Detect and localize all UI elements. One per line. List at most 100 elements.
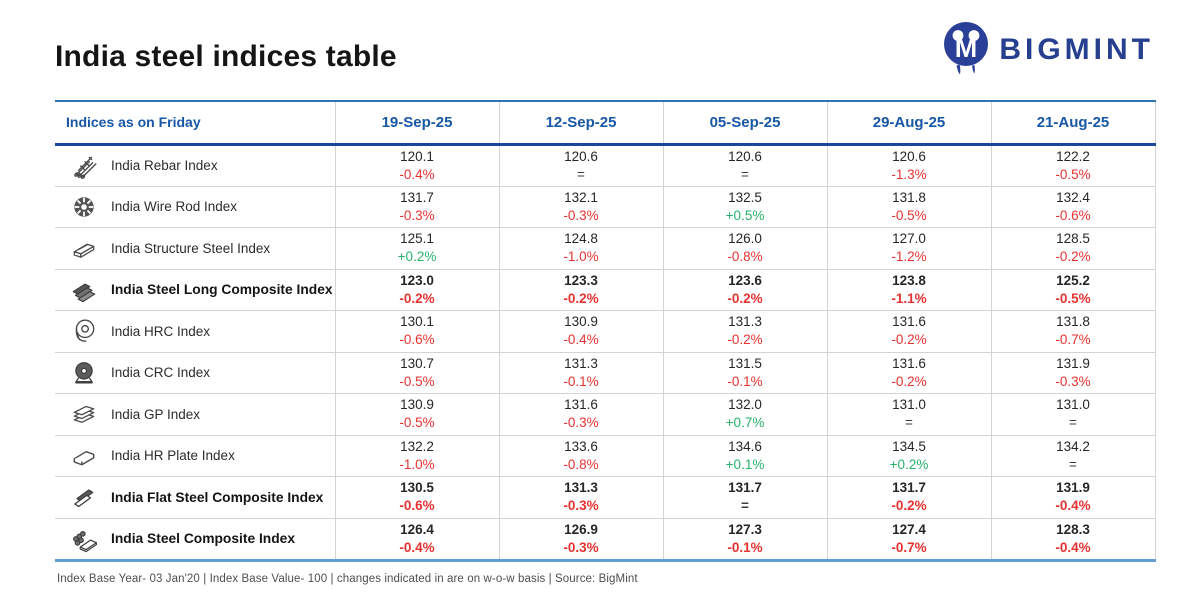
wow-change: -0.5%: [891, 207, 927, 223]
index-label-cell: India Flat Steel Composite Index: [55, 476, 335, 518]
index-value: 131.8: [892, 189, 926, 205]
index-label-cell: India Wire Rod Index: [55, 185, 335, 228]
index-name: India HRC Index: [111, 323, 211, 339]
wow-change: +0.5%: [725, 207, 765, 223]
data-cell: 131.7 =: [662, 476, 827, 518]
table-row: India GP Index 130.9 -0.5% 131.6 -0.3% 132.0 +…: [55, 393, 1156, 435]
index-label-cell: India HRC Index: [55, 310, 335, 352]
data-cell: 130.5 -0.6%: [334, 476, 499, 518]
data-cell: 131.9 -0.4%: [990, 476, 1156, 518]
wow-change: -0.1%: [727, 373, 763, 389]
wow-change: -0.1%: [563, 373, 599, 389]
svg-text:M: M: [955, 33, 978, 63]
data-cell: 134.5 +0.2%: [826, 434, 991, 477]
crc-coil-icon: [70, 359, 98, 387]
index-value: 132.5: [728, 189, 762, 205]
wow-change: -1.3%: [891, 166, 927, 182]
index-label-cell: India Steel Long Composite Index: [55, 268, 335, 311]
data-cell: 131.0 =: [990, 393, 1156, 435]
data-cell: 132.5 +0.5%: [662, 185, 827, 228]
index-value: 134.2: [1056, 438, 1090, 454]
index-value: 120.6: [892, 148, 926, 164]
index-value: 134.6: [728, 438, 762, 454]
data-cell: 131.3 -0.1%: [498, 351, 663, 394]
index-value: 131.6: [892, 355, 926, 371]
index-name: India CRC Index: [111, 365, 211, 381]
wow-change: -1.1%: [891, 290, 927, 306]
data-cell: 132.4 -0.6%: [990, 185, 1156, 228]
corner-header: Indices as on Friday: [55, 100, 335, 146]
data-cell: 132.2 -1.0%: [334, 434, 499, 477]
data-cell: 120.6 =: [662, 144, 827, 186]
wow-change: +0.2%: [397, 249, 437, 265]
wow-change: -0.2%: [1055, 249, 1091, 265]
data-cell: 133.6 -0.8%: [498, 434, 663, 477]
wow-change: =: [741, 166, 749, 182]
index-value: 131.5: [728, 355, 762, 371]
index-value: 132.1: [564, 189, 598, 205]
data-cell: 130.9 -0.4%: [498, 310, 663, 352]
index-value: 120.6: [564, 148, 598, 164]
index-value: 127.0: [892, 231, 926, 247]
data-cell: 123.8 -1.1%: [826, 268, 991, 311]
index-value: 126.4: [400, 521, 434, 537]
hr-plate-icon: [70, 442, 98, 470]
index-label-cell: India Rebar Index: [55, 144, 335, 186]
index-value: 131.6: [892, 314, 926, 330]
index-value: 123.3: [564, 272, 598, 288]
index-label-cell: India GP Index: [55, 393, 335, 435]
index-value: 126.0: [728, 231, 762, 247]
wow-change: -0.3%: [563, 539, 599, 555]
index-value: 123.0: [400, 272, 434, 288]
index-value: 123.6: [728, 272, 762, 288]
index-label-cell: India CRC Index: [55, 351, 335, 394]
index-value: 131.3: [564, 355, 598, 371]
wow-change: -0.2%: [891, 332, 927, 348]
wow-change: +0.7%: [725, 415, 765, 431]
table-row: India Structure Steel Index 125.1 +0.2% 124…: [55, 227, 1156, 269]
page-title: India steel indices table: [55, 40, 397, 73]
data-cell: 126.9 -0.3%: [498, 517, 663, 562]
index-name: India Structure Steel Index: [111, 240, 271, 256]
data-cell: 131.6 -0.2%: [826, 351, 991, 394]
wow-change: -0.1%: [727, 539, 763, 555]
index-value: 131.0: [1056, 397, 1090, 413]
index-label-cell: India Structure Steel Index: [55, 227, 335, 269]
data-cell: 131.7 -0.2%: [826, 476, 991, 518]
wow-change: -0.3%: [399, 207, 435, 223]
index-value: 134.5: [892, 438, 926, 454]
index-value: 126.9: [564, 521, 598, 537]
wow-change: -1.2%: [891, 249, 927, 265]
steel-indices-table: Indices as on Friday 19-Sep-25 12-Sep-25 0…: [55, 100, 1156, 562]
wow-change: =: [741, 498, 749, 514]
data-cell: 123.3 -0.2%: [498, 268, 663, 311]
index-value: 131.9: [1056, 480, 1090, 496]
index-label-cell: India HR Plate Index: [55, 434, 335, 477]
wow-change: +0.1%: [725, 456, 765, 472]
wow-change: -0.2%: [727, 290, 763, 306]
data-cell: 120.6 =: [498, 144, 663, 186]
index-value: 127.3: [728, 521, 762, 537]
index-value: 131.8: [1056, 314, 1090, 330]
data-cell: 126.0 -0.8%: [662, 227, 827, 269]
steel-composite-icon: [70, 525, 98, 553]
index-value: 130.5: [400, 480, 434, 496]
wow-change: -0.4%: [1055, 539, 1091, 555]
wow-change: =: [577, 166, 585, 182]
data-cell: 134.2 =: [990, 434, 1156, 477]
data-cell: 131.0 =: [826, 393, 991, 435]
data-cell: 126.4 -0.4%: [334, 517, 499, 562]
index-name: India Rebar Index: [111, 158, 218, 173]
wow-change: -0.2%: [727, 332, 763, 348]
wow-change: -0.4%: [399, 539, 435, 555]
column-header-date: 29-Aug-25: [826, 100, 991, 146]
wow-change: -0.4%: [399, 166, 435, 182]
wow-change: =: [1069, 456, 1077, 472]
table-row: India HRC Index 130.1 -0.6% 130.9 -0.4% 131.3…: [55, 310, 1156, 352]
index-name: India Wire Rod Index: [111, 199, 238, 215]
index-name: India GP Index: [111, 406, 201, 422]
table-row: India Steel Composite Index 126.4 -0.4% 126…: [55, 517, 1156, 562]
index-value: 131.3: [564, 480, 598, 496]
index-value: 131.7: [400, 189, 434, 205]
